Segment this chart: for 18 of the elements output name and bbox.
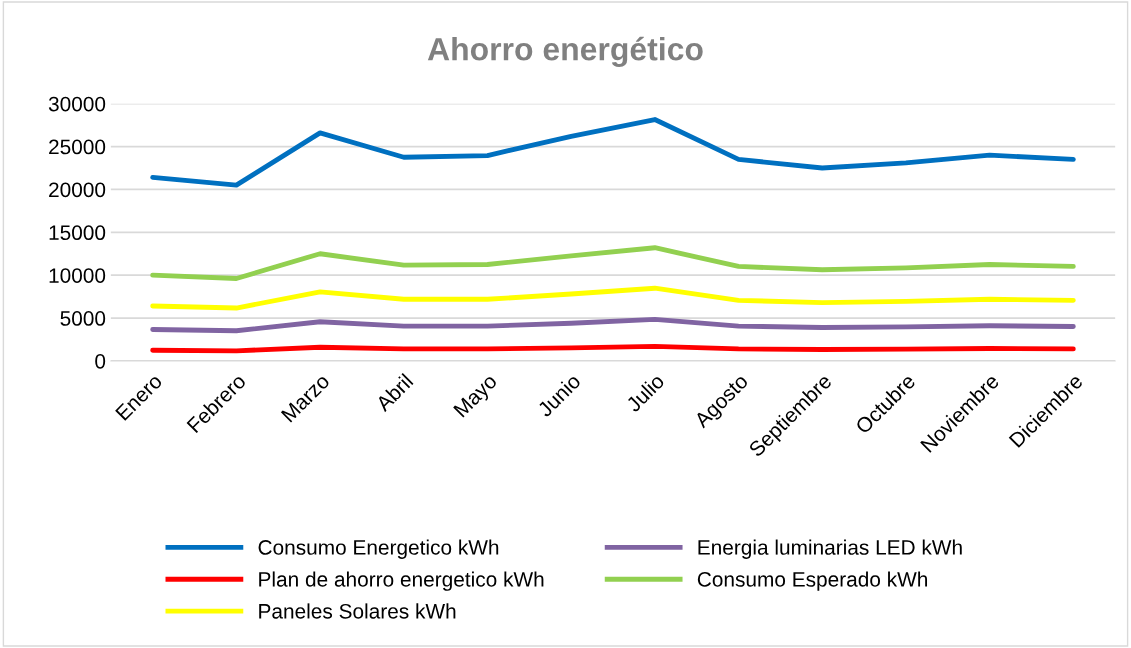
y-tick-label: 30000: [48, 96, 106, 112]
line-series: [150, 245, 1076, 281]
y-tick-label: 5000: [60, 311, 106, 326]
y-tick-label: 10000: [49, 268, 106, 283]
x-tick-label: Julio: [624, 372, 666, 413]
line-series: [150, 285, 1076, 311]
line-series: [150, 117, 1076, 188]
line-series: [150, 317, 1076, 334]
chart-title: Ahorro energético: [427, 36, 703, 67]
y-tick-label: 15000: [49, 225, 106, 241]
legend-label: Plan de ahorro energetico kWh: [259, 571, 544, 591]
legend-label: Energia luminarias LED kWh: [698, 539, 962, 559]
y-tick-label: 0: [95, 353, 106, 369]
y-tick-label: 20000: [49, 182, 106, 198]
legend-label: Consumo Energetico kWh: [258, 539, 499, 559]
y-tick-label: 25000: [49, 139, 106, 155]
legend-label: Consumo Esperado kWh: [697, 571, 928, 591]
legend-label: Paneles Solares kWh: [259, 603, 456, 619]
